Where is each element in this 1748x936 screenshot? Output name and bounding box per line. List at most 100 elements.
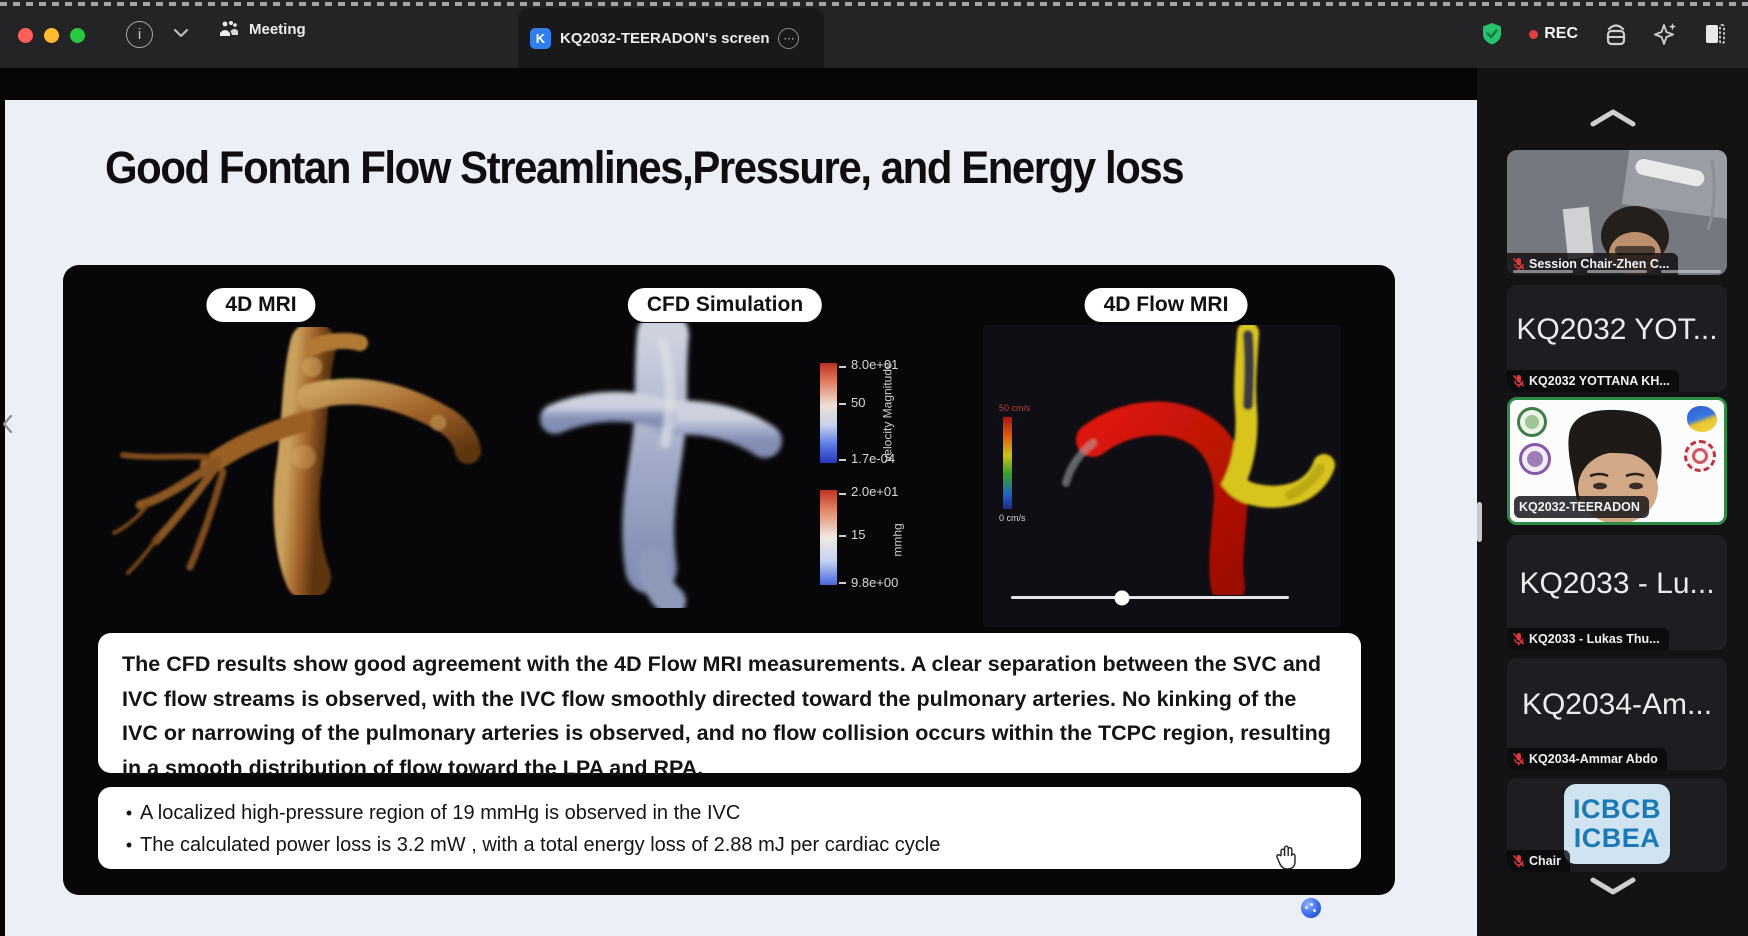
muted-mic-icon [1512, 257, 1525, 271]
flow-mri-player: 50 cm/s 0 cm/s [983, 325, 1341, 627]
velocity-tick-mid: 50 [851, 395, 866, 410]
label-4d-flow-mri: 4D Flow MRI [1084, 288, 1248, 322]
conference-logo-red-icon [1684, 440, 1716, 472]
participant-tile-kq2032[interactable]: KQ2032 YOT... KQ2032 YOTTANA KH... [1507, 285, 1727, 392]
pressure-tick-mid: 15 [851, 527, 866, 542]
window-titlebar: i Meeting K KQ2032-TEERADON's screen ⋯ [0, 0, 1748, 68]
sidebar-scrollbar-thumb[interactable] [1477, 502, 1482, 542]
slide-title: Good Fontan Flow Streamlines,Pressure, a… [105, 142, 1185, 193]
playback-slider-thumb[interactable] [1114, 590, 1130, 605]
velocity-tick-bottom: 1.7e-04 [851, 451, 896, 466]
participant-name: KQ2034-Ammar Abdo [1529, 752, 1658, 766]
close-window-button[interactable] [18, 28, 33, 43]
tick [839, 582, 846, 584]
participant-nameplate: KQ2032 YOTTANA KH... [1507, 370, 1679, 392]
screenshare-dashed-border [0, 2, 1748, 6]
chevron-down-icon[interactable] [173, 28, 189, 38]
floating-annotation-bubble[interactable] [1301, 898, 1321, 918]
conference-logo-purple-icon [1519, 443, 1551, 475]
participants-icon [220, 21, 238, 36]
conference-logo-green-icon [1517, 407, 1547, 437]
icbcb-icbea-logo: ICBCB ICBEA [1564, 784, 1670, 864]
bullet-item: • A localized high-pressure region of 19… [118, 797, 1337, 829]
bullet-marker: • [125, 803, 133, 823]
tick [839, 366, 846, 368]
tab-options-icon[interactable]: ⋯ [778, 27, 800, 49]
chevron-left-icon[interactable] [1, 414, 13, 434]
info-icon[interactable]: i [126, 21, 153, 48]
scroll-up-chevron-icon[interactable] [1588, 108, 1638, 128]
security-shield-icon[interactable] [1481, 22, 1503, 46]
bullet-text: The calculated power loss is 3.2 mW , wi… [140, 834, 941, 856]
flow-colorbar-bottom-label: 0 cm/s [999, 513, 1026, 523]
recording-indicator: REC [1529, 25, 1578, 43]
hand-cursor-icon [1273, 844, 1299, 872]
sidebar-layout-icon[interactable] [1704, 22, 1726, 46]
playback-slider[interactable] [1011, 590, 1289, 605]
titlebar-right-controls: REC [1481, 0, 1726, 68]
flow-colorbar [1003, 417, 1012, 509]
cfd-render-image [540, 323, 782, 608]
presentation-slide: Good Fontan Flow Streamlines,Pressure, a… [2, 100, 1477, 936]
participant-name: Chair [1529, 854, 1561, 868]
shared-screen-area: Good Fontan Flow Streamlines,Pressure, a… [0, 68, 1477, 936]
participant-display-name: KQ2034-Am... [1521, 688, 1713, 721]
info-glyph: i [137, 26, 142, 43]
velocity-colorbar [820, 363, 837, 463]
pressure-colorbar [820, 490, 837, 585]
participant-display-name: KQ2032 YOT... [1516, 312, 1718, 346]
logo-line-2: ICBEA [1573, 823, 1661, 853]
tick [839, 403, 846, 405]
tick [839, 459, 846, 461]
ai-sparkle-icon[interactable] [1654, 21, 1678, 47]
muted-mic-icon [1512, 854, 1525, 868]
tick [839, 493, 846, 495]
bullet-text: A localized high-pressure region of 19 m… [140, 802, 741, 824]
logo-line-1: ICBCB [1573, 794, 1661, 824]
flow-colorbar-top-label: 50 cm/s [999, 403, 1031, 413]
tab-meeting-label: Meeting [249, 20, 306, 38]
scroll-down-chevron-icon[interactable] [1588, 876, 1638, 896]
mri-render-image [112, 327, 481, 595]
tab-meeting[interactable]: Meeting [218, 20, 306, 38]
participant-name: KQ2032 YOTTANA KH... [1529, 374, 1670, 388]
pressure-tick-bottom: 9.8e+00 [851, 575, 899, 590]
participant-tile-chair[interactable]: ICBCB ICBEA Chair [1507, 778, 1727, 872]
participant-display-name: KQ2033 - Lu... [1519, 566, 1715, 600]
velocity-colorbar-title: velocity Magnitude [880, 362, 895, 462]
summary-textbox: The CFD results show good agreement with… [98, 633, 1361, 780]
label-cfd-simulation: CFD Simulation [627, 288, 823, 322]
recording-label: REC [1544, 25, 1578, 42]
cast-device-icon[interactable] [1604, 21, 1628, 47]
bullet-marker: • [125, 835, 133, 855]
minimize-window-button[interactable] [44, 28, 59, 43]
conference-logo-blue-icon [1687, 406, 1717, 432]
muted-mic-icon [1512, 632, 1525, 646]
participant-name: KQ2032-TEERADON [1519, 500, 1640, 514]
pressure-colorbar-title: mmhg [890, 523, 905, 557]
participant-nameplate: KQ2033 - Lukas Thu... [1507, 628, 1669, 650]
bullets-textbox: • A localized high-pressure region of 19… [98, 787, 1361, 869]
participant-tile-kq2033[interactable]: KQ2033 - Lu... KQ2033 - Lukas Thu... [1507, 535, 1727, 650]
avatar-letter: K [535, 30, 546, 46]
participant-name: Session Chair-Zhen C... [1529, 257, 1670, 271]
tab-shared-screen[interactable]: K KQ2032-TEERADON's screen ⋯ [518, 8, 824, 68]
participants-sidebar: Session Chair-Zhen C... KQ2032 YOT... KQ… [1477, 68, 1748, 936]
participant-tile-session-chair[interactable]: Session Chair-Zhen C... [1507, 150, 1727, 275]
participant-tile-kq2034[interactable]: KQ2034-Am... KQ2034-Ammar Abdo [1507, 658, 1727, 770]
participant-nameplate: KQ2034-Ammar Abdo [1507, 748, 1667, 770]
zoom-window-button[interactable] [70, 28, 85, 43]
screen-tab-avatar: K [530, 27, 551, 49]
participant-tile-teeradon-active[interactable]: KQ2032-TEERADON [1507, 397, 1727, 525]
bullet-item: • The calculated power loss is 3.2 mW , … [118, 829, 1337, 861]
tab-shared-screen-label: KQ2032-TEERADON's screen [560, 29, 770, 47]
video-loading-meter [1513, 270, 1721, 273]
participant-nameplate: KQ2032-TEERADON [1514, 496, 1649, 518]
tick [839, 535, 846, 537]
muted-mic-icon [1512, 752, 1525, 766]
ellipsis-glyph: ⋯ [783, 32, 795, 45]
flow-render-image [1062, 325, 1335, 595]
recording-dot-icon [1529, 29, 1539, 39]
figure-panel: 4D MRI CFD Simulation 4D Flow MRI [63, 265, 1395, 895]
